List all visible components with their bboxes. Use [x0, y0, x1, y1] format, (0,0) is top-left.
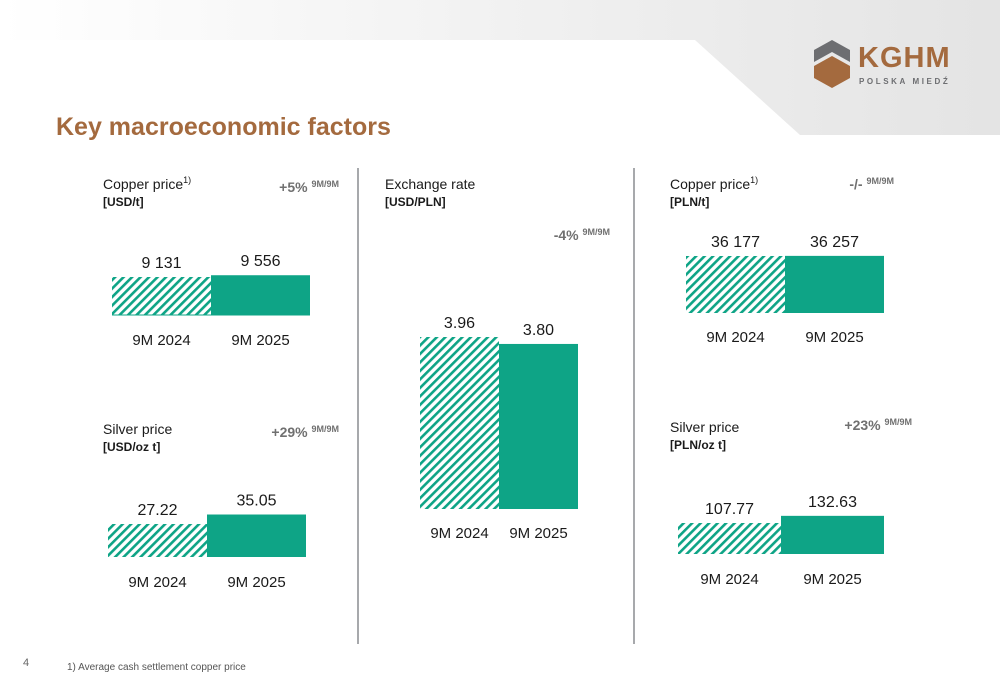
- category-label: 9M 2024: [706, 329, 764, 346]
- header-background: [0, 0, 1000, 135]
- data-label: 27.22: [137, 502, 177, 519]
- kghm-logo: KGHM POLSKA MIEDŹ: [812, 40, 962, 90]
- footnote: 1) Average cash settlement copper price: [67, 662, 246, 673]
- category-label: 9M 2024: [128, 574, 186, 591]
- chart-title: Silver price: [103, 421, 172, 437]
- chart-title: Silver price: [670, 419, 739, 435]
- column-divider-right: [633, 168, 635, 644]
- page-number: 4: [23, 657, 30, 669]
- category-label: 9M 2024: [700, 571, 758, 588]
- bar-9m-2025: [785, 255, 884, 313]
- change-indicator: +29% 9M/9M: [271, 424, 339, 440]
- chart-title: Exchange rate: [385, 176, 475, 192]
- data-label: 132.63: [808, 494, 857, 511]
- category-label: 9M 2025: [805, 329, 863, 346]
- bar-9m-2025: [207, 514, 306, 557]
- bar-9m-2024: [686, 256, 785, 313]
- change-indicator: +23% 9M/9M: [844, 417, 912, 433]
- bar-9m-2025: [499, 343, 578, 509]
- bar-9m-2024: [678, 523, 781, 554]
- data-label: 3.80: [523, 322, 554, 339]
- bar-9m-2025: [211, 275, 310, 315]
- chart-unit: [PLN/oz t]: [670, 438, 726, 452]
- category-label: 9M 2025: [231, 332, 289, 349]
- chart-panel-1: Copper price1) [USD/t] +5% 9M/9M 9 131 9M 20…: [103, 175, 339, 349]
- chart-panel-3: Exchange rate [USD/PLN] -4% 9M/9M 3.96 9M 20…: [385, 176, 610, 542]
- kghm-logo-mark-icon: [814, 40, 850, 88]
- column-divider-left: [357, 168, 359, 644]
- category-label: 9M 2024: [430, 525, 488, 542]
- change-indicator: +5% 9M/9M: [279, 179, 339, 195]
- chart-unit: [PLN/t]: [670, 195, 709, 209]
- category-label: 9M 2024: [132, 332, 190, 349]
- chart-title: Copper price1): [670, 175, 758, 192]
- data-label: 36 177: [711, 234, 760, 251]
- chart-unit: [USD/oz t]: [103, 440, 160, 454]
- bar-9m-2024: [420, 337, 499, 509]
- category-label: 9M 2025: [509, 525, 567, 542]
- category-label: 9M 2025: [227, 574, 285, 591]
- bar-9m-2025: [781, 515, 884, 554]
- chart-panel-2: Silver price [USD/oz t] +29% 9M/9M 27.22 9M …: [103, 421, 339, 591]
- data-label: 9 131: [141, 255, 181, 272]
- data-label: 3.96: [444, 315, 475, 332]
- chart-panel-5: Silver price [PLN/oz t] +23% 9M/9M 107.77 9M…: [670, 417, 912, 588]
- page-title: Key macroeconomic factors: [56, 113, 391, 141]
- bar-9m-2024: [108, 524, 207, 557]
- chart-unit: [USD/PLN]: [385, 195, 446, 209]
- logo-wordmark: KGHM: [858, 42, 951, 74]
- data-label: 107.77: [705, 501, 754, 518]
- data-label: 36 257: [810, 234, 859, 251]
- chart-panel-4: Copper price1) [PLN/t] -/- 9M/9M 36 177 9M 2…: [670, 175, 894, 346]
- chart-unit: [USD/t]: [103, 195, 144, 209]
- category-label: 9M 2025: [803, 571, 861, 588]
- data-label: 35.05: [236, 493, 276, 510]
- chart-title: Copper price1): [103, 175, 191, 192]
- bar-9m-2024: [112, 277, 211, 315]
- change-indicator: -4% 9M/9M: [554, 227, 610, 243]
- data-label: 9 556: [240, 253, 280, 270]
- change-indicator: -/- 9M/9M: [849, 176, 894, 192]
- logo-subtitle: POLSKA MIEDŹ: [859, 77, 951, 86]
